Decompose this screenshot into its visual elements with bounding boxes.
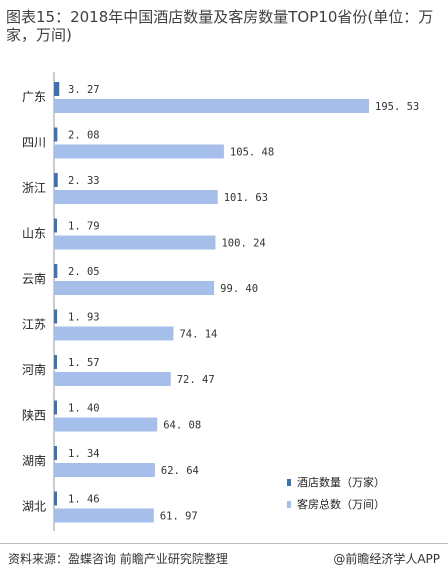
rooms-value-label: 64. 08 xyxy=(163,420,201,432)
rooms-bar xyxy=(54,463,155,477)
rooms-bar xyxy=(54,144,224,159)
legend: 酒店数量（万家） 客房总数（万间） xyxy=(287,475,385,511)
hotels-value-label: 1. 79 xyxy=(68,221,100,233)
hotels-bar xyxy=(54,264,58,278)
rooms-bar xyxy=(54,417,158,432)
hotels-bar xyxy=(54,491,57,506)
legend-label-hotels: 酒店数量（万家） xyxy=(297,475,385,489)
rooms-value-label: 101. 63 xyxy=(224,192,268,204)
hotels-value-label: 1. 40 xyxy=(68,403,100,415)
hotels-value-label: 2. 05 xyxy=(68,266,100,278)
category-label: 湖北 xyxy=(22,499,46,514)
rooms-value-label: 61. 97 xyxy=(160,511,198,523)
hotels-bar xyxy=(54,82,60,96)
hotels-bar xyxy=(54,309,58,324)
legend-swatch-hotels xyxy=(287,479,291,486)
category-label: 广东 xyxy=(22,90,46,104)
rooms-bar xyxy=(54,281,215,295)
hotels-bar xyxy=(54,446,57,460)
category-label: 山东 xyxy=(22,227,46,241)
hotels-value-label: 1. 57 xyxy=(68,357,100,369)
rooms-value-label: 195. 53 xyxy=(375,101,419,113)
hotels-bar xyxy=(54,355,57,369)
rooms-value-label: 100. 24 xyxy=(221,238,265,250)
category-label: 湖南 xyxy=(22,453,46,468)
category-label: 浙江 xyxy=(22,181,46,195)
rooms-bar xyxy=(54,190,218,204)
hotels-bar xyxy=(54,400,57,415)
hotels-value-label: 1. 46 xyxy=(68,494,100,506)
hotels-value-label: 2. 33 xyxy=(68,175,100,187)
footer-divider xyxy=(0,543,448,544)
category-label: 江苏 xyxy=(22,318,46,332)
hotels-value-label: 3. 27 xyxy=(68,84,100,96)
hotels-bar xyxy=(54,218,57,233)
category-label: 四川 xyxy=(22,136,46,150)
category-label: 河南 xyxy=(22,362,46,377)
rooms-value-label: 99. 40 xyxy=(220,283,258,295)
hotels-value-label: 2. 08 xyxy=(68,130,100,142)
hotels-bar xyxy=(54,127,58,142)
source-note: 资料来源：盈蝶咨询 前瞻产业研究院整理 xyxy=(8,552,228,566)
rooms-value-label: 74. 14 xyxy=(179,329,217,341)
legend-swatch-rooms xyxy=(287,501,291,508)
rooms-value-label: 105. 48 xyxy=(230,147,274,159)
hotels-value-label: 1. 93 xyxy=(68,312,100,324)
category-label: 云南 xyxy=(22,271,46,286)
brand-credit: @前瞻经济学人APP xyxy=(333,552,440,566)
rooms-bar xyxy=(54,372,171,386)
hotels-bar xyxy=(54,173,58,187)
bar-group: 广东 3. 27 195. 53 四川 2. 08 105. 48 浙江 2. 33 101. … xyxy=(22,82,419,523)
category-label: 陕西 xyxy=(22,408,46,423)
rooms-bar xyxy=(54,99,369,113)
legend-label-rooms: 客房总数（万间） xyxy=(297,497,385,511)
hotels-value-label: 1. 34 xyxy=(68,448,100,460)
rooms-bar xyxy=(54,508,154,523)
rooms-bar xyxy=(54,326,174,341)
chart-title: 图表15：2018年中国酒店数量及客房数量TOP10省份(单位：万家，万间) xyxy=(6,8,434,44)
rooms-value-label: 72. 47 xyxy=(177,374,215,386)
rooms-value-label: 62. 64 xyxy=(161,465,199,477)
rooms-bar xyxy=(54,235,216,250)
